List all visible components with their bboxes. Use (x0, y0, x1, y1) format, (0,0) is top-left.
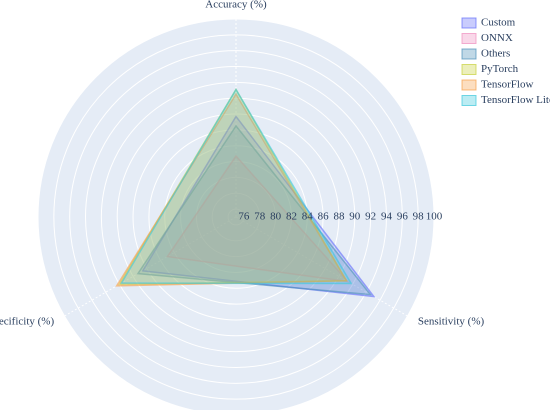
legend-swatch (461, 33, 477, 44)
legend-label: TensorFlow (481, 79, 533, 91)
legend-swatch (461, 17, 477, 29)
legend-label: TensorFlow Lite (481, 94, 550, 106)
radial-tick-label: 88 (333, 211, 345, 223)
series-area (120, 88, 353, 285)
series-area (166, 154, 350, 283)
radial-tick-label: 86 (318, 211, 330, 223)
grid-circle (132, 113, 340, 321)
radial-tick-label: 100 (426, 211, 443, 223)
legend-swatch (461, 48, 477, 60)
legend-label: PyTorch (481, 63, 519, 75)
grid-circle (69, 50, 403, 384)
series-area (136, 124, 373, 296)
legend-swatch (461, 64, 477, 75)
grid-circle (100, 81, 372, 353)
grid-circle (53, 34, 419, 400)
legend-label: Custom (481, 17, 516, 29)
grid-circle (227, 208, 245, 226)
grid-circle (148, 129, 324, 305)
radial-tick-label: 92 (365, 211, 376, 223)
radial-tick-label: 94 (381, 211, 393, 223)
grid-circle (85, 66, 387, 368)
legend-label: ONNX (481, 32, 513, 44)
legend-swatch (461, 79, 477, 91)
radial-tick-label: 82 (286, 211, 297, 223)
legend-label: Others (481, 48, 510, 60)
axis-label: Sensitivity (%) (418, 316, 485, 328)
radial-tick-label: 96 (397, 211, 409, 223)
radial-tick-label: 84 (302, 211, 314, 223)
grid-circle (211, 192, 261, 242)
angular-grid-line (235, 216, 408, 317)
radial-tick-label: 76 (238, 211, 250, 223)
axis-label: Accuracy (%) (205, 0, 267, 11)
grid-circle (116, 97, 356, 337)
polar-background (38, 19, 434, 410)
grid-circle (180, 161, 292, 273)
radial-tick-label: 98 (413, 211, 425, 223)
radial-tick-label: 90 (349, 211, 361, 223)
grid-circle (164, 145, 308, 289)
radial-tick-label: 78 (254, 211, 266, 223)
radial-tick-label: 80 (270, 211, 282, 223)
angular-grid-line (64, 216, 237, 317)
grid-circle (195, 176, 277, 258)
legend-swatch (461, 95, 477, 106)
axis-label: Specificity (%) (0, 316, 54, 328)
